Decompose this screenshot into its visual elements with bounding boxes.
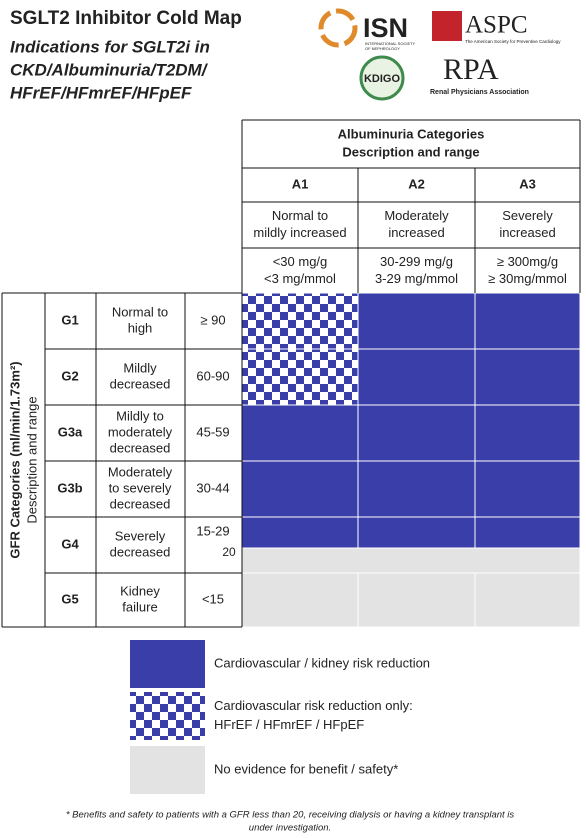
column-description: mildly increased (253, 225, 346, 240)
subtitle: Indications for SGLT2i in (10, 37, 210, 56)
column-description: increased (499, 225, 555, 240)
heat-cell-low (241, 547, 581, 574)
footnote: * Benefits and safety to patients with a… (66, 810, 515, 821)
heat-cell (357, 292, 476, 350)
isn-logo: ISN (363, 13, 408, 43)
footnote: under investigation. (249, 823, 331, 834)
row-code: G4 (61, 536, 79, 551)
row-range: 30-44 (196, 480, 229, 495)
column-description: increased (388, 225, 444, 240)
row-code: G3b (57, 480, 82, 495)
heat-cell (241, 404, 359, 462)
rpa-logo: RPA (443, 53, 499, 86)
column-code: A2 (408, 176, 425, 191)
heat-cell (241, 348, 359, 406)
heat-cell (474, 292, 581, 350)
heat-cell (357, 348, 476, 406)
column-description: Moderately (384, 208, 449, 223)
row-range: 15-29 (196, 523, 229, 538)
heat-cell (474, 572, 581, 628)
heat-cell (474, 460, 581, 518)
column-description: Severely (502, 208, 553, 223)
column-range: 3-29 mg/mmol (375, 271, 458, 286)
row-code: G2 (61, 368, 78, 383)
row-description: decreased (110, 544, 171, 559)
column-range: ≥ 30mg/mmol (488, 271, 567, 286)
heat-cell (357, 460, 476, 518)
column-code: A1 (292, 176, 309, 191)
isn-logo-sub: OF NEPHROLOGY (365, 46, 400, 51)
heat-cell (357, 572, 476, 628)
row-code: G5 (61, 591, 78, 606)
aspc-logo: ASPC (465, 12, 528, 39)
legend-swatch (130, 640, 205, 688)
column-range: ≥ 300mg/g (497, 254, 558, 269)
legend-label: Cardiovascular / kidney risk reduction (214, 655, 430, 670)
column-range: <3 mg/mmol (264, 271, 336, 286)
row-description: to severely (109, 480, 172, 495)
isn-logo-sub: INTERNATIONAL SOCIETY (365, 41, 416, 46)
albuminuria-title: Description and range (342, 144, 479, 159)
column-code: A3 (519, 176, 536, 191)
row-description: decreased (110, 496, 171, 511)
gfr-title: GFR Categories (ml/min/1.73m²) (7, 361, 22, 558)
row-description: Normal to (112, 304, 168, 319)
row-code: G1 (61, 312, 78, 327)
row-description: Moderately (108, 464, 173, 479)
row-description: Kidney (120, 583, 160, 598)
row-description: decreased (110, 376, 171, 391)
row-code: G3a (58, 424, 83, 439)
legend-label: Cardiovascular risk reduction only: (214, 698, 413, 713)
kdigo-logo: KDIGO (364, 73, 401, 85)
heat-cell (241, 460, 359, 518)
column-description: Normal to (272, 208, 328, 223)
aspc-logo-sub: The American Society for Preventive Card… (465, 39, 561, 44)
legend-swatch (130, 746, 205, 794)
row-description: Mildly (123, 360, 157, 375)
row-range: ≥ 90 (200, 312, 225, 327)
row-description: moderately (108, 424, 173, 439)
row-description: Mildly to (116, 408, 164, 423)
row-description: Severely (115, 528, 166, 543)
gfr-subtitle: Description and range (24, 396, 39, 523)
kdigo-logo-mark (359, 55, 405, 101)
column-range: <30 mg/g (273, 254, 328, 269)
row-range: <15 (202, 591, 224, 606)
row-description: failure (122, 599, 157, 614)
column-range: 30-299 mg/g (380, 254, 453, 269)
row-description: decreased (110, 440, 171, 455)
heat-cell (474, 348, 581, 406)
row-range: 60-90 (196, 368, 229, 383)
legend-label: No evidence for benefit / safety* (214, 761, 398, 776)
heat-cell (241, 572, 359, 628)
heat-cell (357, 404, 476, 462)
row-description: high (128, 320, 153, 335)
legend-label: HFrEF / HFmrEF / HFpEF (214, 717, 364, 732)
heat-cell (474, 404, 581, 462)
albuminuria-title: Albuminuria Categories (338, 126, 485, 141)
rpa-logo-sub: Renal Physicians Association (430, 89, 529, 96)
heat-cell (241, 292, 359, 350)
isn-logo-mark (318, 8, 358, 48)
aspc-logo-mark (432, 11, 462, 41)
legend-swatch (130, 692, 205, 740)
title: SGLT2 Inhibitor Cold Map (10, 8, 242, 29)
row-range: 20 (222, 545, 236, 559)
subtitle: HFrEF/HFmrEF/HFpEF (10, 83, 192, 102)
row-range: 45-59 (196, 424, 229, 439)
subtitle: CKD/Albuminuria/T2DM/ (10, 60, 209, 79)
